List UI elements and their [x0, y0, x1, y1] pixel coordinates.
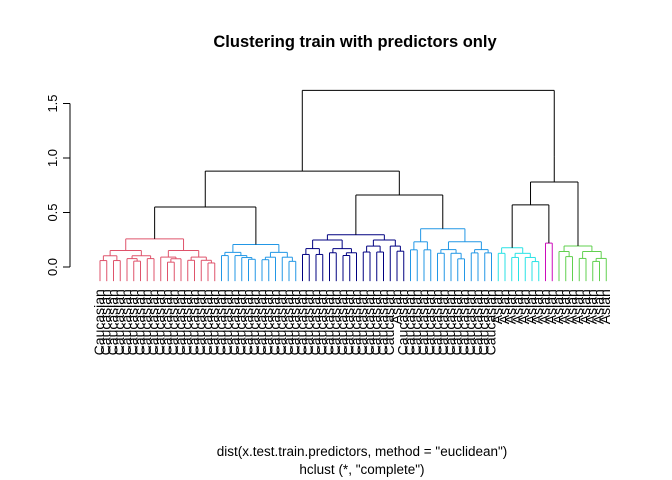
leaf-label: Asian	[550, 289, 566, 324]
dendrogram-tree	[99, 89, 607, 282]
leaf-label: Caucasian	[314, 289, 330, 355]
leaf-label: Asian	[496, 289, 512, 324]
leaf-label: Caucasian	[105, 289, 121, 355]
leaf-label: Caucasian	[402, 289, 418, 355]
leaf-label: Caucasian	[375, 289, 391, 355]
leaf-label: Caucasian	[307, 289, 323, 355]
leaf-label: Caucasian	[118, 289, 134, 355]
leaf-label: Caucasian	[300, 289, 316, 355]
leaf-label: Caucasian	[165, 289, 181, 355]
leaf-label: Caucasian	[125, 289, 141, 355]
leaf-label: Asian	[537, 289, 553, 324]
leaf-label: Caucasian	[219, 289, 235, 355]
leaf-label: Caucasian	[334, 289, 350, 355]
leaf-label: Caucasian	[341, 289, 357, 355]
leaf-label: Caucasian	[435, 289, 451, 355]
leaf-label: Caucasian	[138, 289, 154, 355]
y-axis: 0.0 0.5 1.0 1.5	[45, 94, 71, 276]
leaf-label: Caucasian	[381, 289, 397, 355]
leaf-label: Asian	[570, 289, 586, 324]
leaf-label: Caucasian	[442, 289, 458, 355]
leaf-label: Caucasian	[273, 289, 289, 355]
leaf-label: Asian	[557, 289, 573, 324]
leaf-label: Caucasian	[469, 289, 485, 355]
leaf-label: Asian	[516, 289, 532, 324]
y-tick-label: 1.0	[45, 149, 60, 167]
leaf-label: Asian	[523, 289, 539, 324]
leaf-label: Asian	[597, 289, 613, 324]
leaf-label: Caucasian	[159, 289, 175, 355]
leaf-label: Caucasian	[327, 289, 343, 355]
leaf-label: Caucasian	[206, 289, 222, 355]
leaf-label: Caucasian	[267, 289, 283, 355]
leaf-label: Caucasian	[240, 289, 256, 355]
leaf-label: Caucasian	[260, 289, 276, 355]
leaf-label: Asian	[388, 289, 404, 324]
leaf-label: Caucasian	[213, 289, 229, 355]
leaf-label: Caucasian	[294, 289, 310, 355]
leaf-label: Caucasian	[456, 289, 472, 355]
leaf-label: Caucasian	[408, 289, 424, 355]
leaf-label: Asian	[543, 289, 559, 324]
leaf-label: Caucasian	[253, 289, 269, 355]
leaf-label: Caucasian	[186, 289, 202, 355]
leaf-label: Caucasian	[192, 289, 208, 355]
leaf-label: Caucasian	[415, 289, 431, 355]
leaf-label: Caucasian	[98, 289, 114, 355]
leaf-label: Caucasian	[476, 289, 492, 355]
leaf-label: Caucasian	[361, 289, 377, 355]
leaf-label: Asian	[510, 289, 526, 324]
leaf-label: Caucasian	[226, 289, 242, 355]
leaf-label: Caucasian	[429, 289, 445, 355]
chart-title: Clustering train with predictors only	[213, 33, 497, 51]
leaf-label: Asian	[503, 289, 519, 324]
leaf-label: Caucasian	[422, 289, 438, 355]
leaf-label: Caucasian	[233, 289, 249, 355]
leaf-label: Caucasian	[91, 289, 107, 355]
leaf-label: Asian	[591, 289, 607, 324]
leaf-label: Caucasian	[395, 289, 411, 355]
leaf-label: Asian	[489, 289, 505, 324]
leaf-label: Asian	[530, 289, 546, 324]
leaf-label: Caucasian	[280, 289, 296, 355]
leaf-label: Caucasian	[179, 289, 195, 355]
leaf-label: Asian	[584, 289, 600, 324]
leaf-label: Caucasian	[368, 289, 384, 355]
y-tick-label: 1.5	[45, 94, 60, 112]
method-sublabel: hclust (*, "complete")	[299, 462, 424, 477]
leaf-label: Caucasian	[348, 289, 364, 355]
leaf-label: Asian	[577, 289, 593, 324]
y-tick-label: 0.0	[45, 258, 60, 276]
x-axis-label: dist(x.test.train.predictors, method = "…	[217, 444, 508, 459]
leaf-label: Asian	[564, 289, 580, 324]
leaf-labels: CaucasianCaucasianCaucasianCaucasianCauc…	[91, 289, 613, 355]
y-tick-label: 0.5	[45, 203, 60, 221]
leaf-label: Caucasian	[449, 289, 465, 355]
leaf-label: Caucasian	[321, 289, 337, 355]
leaf-label: Caucasian	[152, 289, 168, 355]
leaf-label: Caucasian	[287, 289, 303, 355]
leaf-label: Caucasian	[132, 289, 148, 355]
leaf-label: Caucasian	[483, 289, 499, 355]
leaf-label: Caucasian	[246, 289, 262, 355]
leaf-label: Caucasian	[199, 289, 215, 355]
leaf-label: Caucasian	[354, 289, 370, 355]
leaf-label: Caucasian	[111, 289, 127, 355]
leaf-label: Caucasian	[145, 289, 161, 355]
leaf-label: Caucasian	[462, 289, 478, 355]
leaf-label: Caucasian	[172, 289, 188, 355]
